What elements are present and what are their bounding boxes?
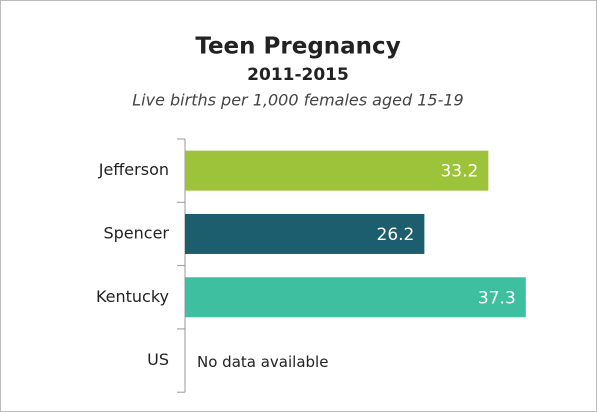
- value-label: 33.2: [440, 162, 478, 182]
- bar: [185, 277, 526, 318]
- value-label: 26.2: [377, 225, 415, 245]
- bar: [185, 150, 489, 191]
- chart-subtitle: 2011-2015: [247, 65, 349, 85]
- annotation: No data available: [197, 353, 328, 371]
- y-tick-label: Spencer: [103, 223, 169, 242]
- value-label: 37.3: [478, 288, 516, 308]
- y-tick-label: Jefferson: [98, 160, 169, 179]
- y-tick-label: US: [147, 350, 169, 369]
- chart-title: Teen Pregnancy: [195, 34, 400, 60]
- y-tick-label: Kentucky: [96, 287, 169, 306]
- chart-description: Live births per 1,000 females aged 15-19: [132, 91, 463, 110]
- bar: [185, 213, 425, 254]
